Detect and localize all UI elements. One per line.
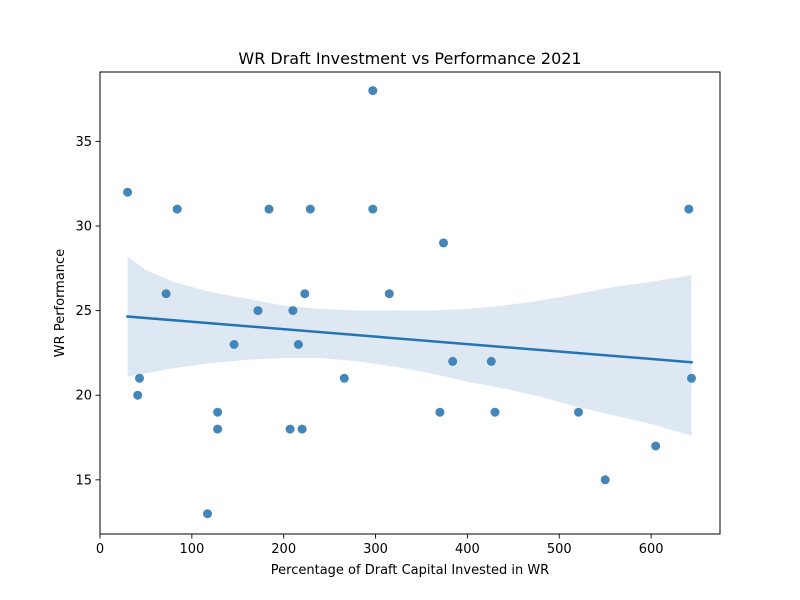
data-point bbox=[486, 356, 496, 366]
regression-line bbox=[126, 315, 693, 364]
data-point bbox=[684, 204, 694, 214]
data-point bbox=[288, 306, 298, 316]
x-tick-label: 600 bbox=[639, 542, 664, 557]
data-point bbox=[135, 373, 144, 383]
data-point bbox=[300, 289, 310, 299]
data-point bbox=[435, 407, 445, 417]
data-point bbox=[213, 424, 223, 434]
x-tick-label: 400 bbox=[455, 542, 480, 557]
data-point bbox=[651, 441, 661, 451]
data-point bbox=[229, 340, 239, 349]
data-point bbox=[203, 509, 212, 519]
x-axis-label: Percentage of Draft Capital Invested in … bbox=[271, 563, 549, 578]
data-point bbox=[448, 356, 458, 366]
data-point bbox=[293, 340, 303, 349]
data-point bbox=[253, 306, 263, 316]
data-point bbox=[384, 289, 394, 299]
data-point bbox=[264, 204, 274, 214]
data-point bbox=[600, 475, 610, 485]
data-point bbox=[368, 204, 378, 214]
data-point bbox=[285, 424, 295, 434]
y-tick-label: 35 bbox=[75, 135, 92, 150]
data-point bbox=[133, 390, 143, 400]
data-point bbox=[305, 204, 315, 214]
data-point bbox=[687, 373, 696, 383]
x-tick-label: 0 bbox=[96, 542, 104, 557]
chart-title: WR Draft Investment vs Performance 2021 bbox=[238, 49, 581, 68]
data-point bbox=[213, 407, 223, 417]
x-tick-label: 100 bbox=[179, 542, 204, 557]
axis-ticks: 0 100 200 300 400 500 600 15 20 25 30 35 bbox=[75, 135, 663, 557]
plot-area bbox=[123, 86, 696, 519]
y-tick-label: 30 bbox=[75, 220, 92, 235]
data-point bbox=[574, 407, 583, 417]
confidence-band bbox=[127, 256, 692, 436]
y-tick-label: 15 bbox=[75, 473, 92, 488]
y-tick-label: 20 bbox=[75, 389, 92, 404]
data-point bbox=[368, 86, 378, 96]
data-point bbox=[172, 204, 182, 214]
x-tick-label: 500 bbox=[547, 542, 572, 557]
data-point bbox=[439, 238, 448, 248]
axes-frame bbox=[99, 71, 721, 535]
x-tick-label: 300 bbox=[363, 542, 388, 557]
data-point bbox=[123, 187, 133, 197]
x-tick-label: 200 bbox=[271, 542, 296, 557]
data-point bbox=[339, 373, 349, 383]
data-point bbox=[161, 289, 171, 299]
data-point bbox=[490, 407, 500, 417]
data-point bbox=[297, 424, 307, 434]
y-axis-label: WR Performance bbox=[53, 249, 68, 357]
y-tick-label: 25 bbox=[75, 304, 92, 319]
